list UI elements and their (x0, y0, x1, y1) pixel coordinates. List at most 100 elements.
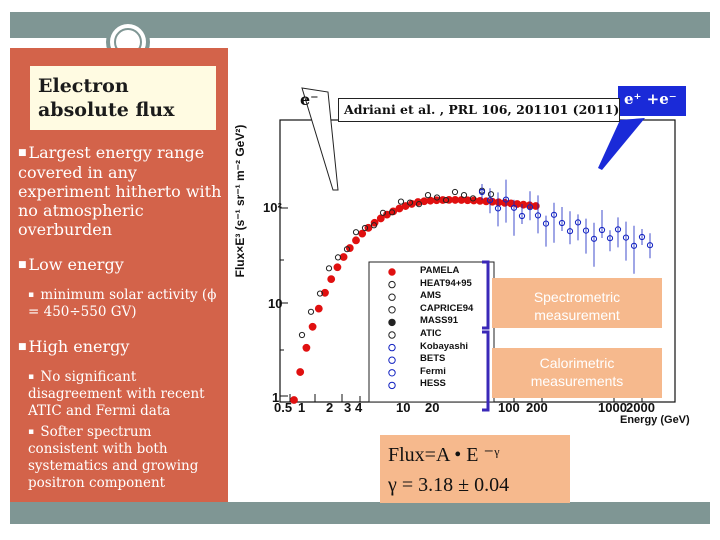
legend-entry: Fermi (420, 365, 446, 377)
data-point (314, 304, 323, 313)
bottom-band (10, 502, 710, 524)
data-point (308, 322, 317, 331)
legend-entry: Kobayashi (420, 340, 469, 352)
data-point (370, 222, 378, 229)
bullet-3-sub-2-text: Softer spectrum consistent with both sys… (28, 424, 199, 491)
flux-formula-box (380, 435, 570, 503)
y-tick-label: 1 (272, 390, 280, 405)
electron-callout: e⁻ (300, 90, 319, 109)
reference-text: Adriani et al. , PRL 106, 201101 (2011) (344, 102, 620, 117)
data-point (352, 236, 360, 245)
bullet-3-text: High energy (28, 337, 130, 356)
data-point (379, 209, 387, 216)
data-point (361, 224, 369, 232)
x-tick-label: 1000 (598, 400, 627, 415)
x-tick-label: 10 (396, 400, 411, 415)
spectrometric-box (492, 278, 662, 328)
bullet-3-sub-2: ▪ Softer spectrum consistent with both s… (28, 424, 220, 492)
legend-marker (388, 356, 396, 364)
x-tick-label: 2 (326, 400, 334, 415)
legend-marker (388, 280, 396, 289)
data-point (358, 229, 367, 238)
gamma-value-text: γ = 3.18 ± 0.04 (388, 474, 510, 496)
legend-box (368, 261, 495, 403)
data-point (298, 331, 306, 339)
bullet-3-sub-1: ▪ No significant disagreement with recen… (28, 369, 220, 420)
legend-entry: CAPRICE94 (420, 302, 474, 314)
bullet-1: ■ Largest energy range covered in any exp… (18, 143, 223, 239)
legend-entry: AMS (420, 290, 442, 302)
slide-title: Electron absolute flux (30, 66, 216, 130)
data-point (343, 246, 351, 253)
bullet-1-text: Largest energy range covered in any expe… (18, 143, 222, 239)
data-point (424, 192, 432, 199)
data-point (415, 201, 423, 208)
x-tick-label: 1 (298, 400, 306, 415)
reference-callout: Adriani et al. , PRL 106, 201101 (2011) (338, 98, 620, 122)
bullet-3-sub-1-text: No significant disagreement with recent … (28, 369, 205, 419)
legend-entry: BETS (420, 353, 446, 365)
legend-entry: HESS (420, 378, 446, 390)
data-point (316, 290, 324, 297)
electron-label: e⁻ (300, 90, 319, 109)
data-point (433, 194, 441, 201)
data-point (302, 343, 311, 352)
bullet-2: ■ Low energy (18, 255, 223, 275)
sub-bullet-icon: ▪ (28, 427, 35, 437)
positron-callout: e⁺ +e⁻ (624, 90, 677, 108)
legend-markers (388, 268, 396, 390)
legend-marker (388, 331, 396, 339)
y-ticks (280, 207, 288, 397)
data-point (442, 197, 450, 204)
x-tick-label: 3 (344, 400, 352, 415)
data-point (376, 214, 385, 223)
calorimetric-label: Calorimetric measurements (530, 355, 624, 389)
slide-title-text: Electron absolute flux (38, 75, 175, 121)
x-tick-label: 100 (498, 400, 520, 415)
bullet-square-icon: ■ (18, 260, 27, 270)
data-points (290, 179, 654, 404)
sub-bullet-icon: ▪ (28, 290, 35, 300)
data-point (460, 191, 468, 199)
data-point (469, 195, 477, 202)
legend-entry: MASS91 (420, 315, 459, 327)
data-point (487, 191, 495, 198)
x-tick-label: 20 (425, 400, 440, 415)
flux-formula: Flux=A • E ⁻ᵞ γ = 3.18 ± 0.04 (388, 440, 509, 500)
x-tick-label: 200 (526, 400, 548, 415)
bullet-square-icon: ■ (18, 148, 27, 158)
data-point (327, 275, 336, 284)
positron-callout-pointer (598, 118, 645, 170)
bullet-2-sub-1: ▪ minimum solar activity (ϕ = 450÷550 GV… (28, 287, 218, 321)
calorimetric-bracket (482, 330, 490, 412)
data-point (325, 265, 333, 272)
electron-callout-pointer (301, 87, 339, 191)
legend-marker (388, 318, 396, 327)
bullet-2-sub-1-text: minimum solar activity (ϕ = 450÷550 GV) (28, 287, 217, 320)
bullet-square-icon: ■ (18, 342, 27, 352)
legend-marker (388, 306, 396, 314)
data-point (307, 308, 315, 315)
x-axis-label: Energy (GeV) (620, 414, 690, 426)
legend-entry: ATIC (420, 328, 442, 339)
legend-marker (388, 343, 396, 352)
legend-marker (388, 381, 396, 390)
y-tick-label: 10² (263, 200, 282, 215)
electron-flux-plot (279, 119, 676, 412)
spectrometric-label: Spectrometric measurement (533, 289, 621, 323)
data-point (397, 198, 405, 205)
sub-bullet-icon: ▪ (28, 372, 35, 382)
x-tick-label: 4 (355, 400, 363, 415)
legend-marker (388, 268, 396, 276)
data-point (451, 188, 459, 196)
spectrometric-bracket (482, 260, 490, 330)
calorimetric-box (492, 348, 662, 398)
data-point (333, 263, 342, 272)
data-point (296, 368, 305, 376)
bullet-3: ■ High energy (18, 337, 223, 357)
y-tick-label: 10 (268, 296, 283, 311)
data-point (334, 254, 342, 261)
data-point (352, 229, 360, 236)
data-point (388, 209, 396, 216)
